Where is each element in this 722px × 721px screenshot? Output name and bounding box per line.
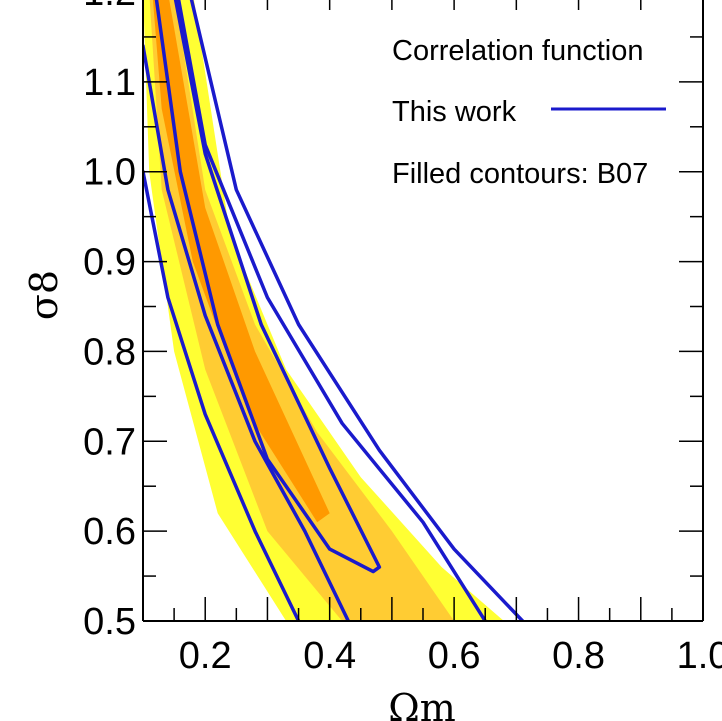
y-tick-label: 1.1 [83, 62, 136, 104]
x-tick-label: 1.0 [677, 635, 722, 677]
y-axis-label: σ8 [22, 270, 66, 320]
legend-title: Correlation function [392, 35, 643, 67]
y-tick-label: 0.6 [83, 511, 136, 553]
y-tick-label: 1.2 [83, 0, 136, 14]
legend: Correlation function This work Filled co… [392, 35, 666, 190]
filled-contour-outer [143, 0, 504, 621]
filled-contour-inner [152, 0, 330, 523]
x-tick-label: 0.4 [303, 635, 356, 677]
legend-note-b07: Filled contours: B07 [392, 158, 648, 190]
legend-entry-this-work: This work [392, 96, 517, 128]
b07-filled-contours [143, 0, 504, 621]
axis-ticks: 0.2 0.4 0.6 0.8 1.0 0.5 0.6 0.7 0.8 0.9 1.0 1.1 1.2 [83, 0, 722, 677]
contour-line-3-sigma-left [143, 169, 301, 621]
contour-line-2-sigma-left [143, 44, 351, 621]
y-tick-label: 0.8 [83, 331, 136, 373]
x-tick-label: 0.2 [179, 635, 232, 677]
y-tick-label: 1.0 [83, 152, 136, 194]
x-axis-label: Ωm [388, 686, 456, 721]
y-tick-label: 0.5 [83, 601, 136, 643]
contour-line-3-sigma-right [189, 0, 525, 621]
x-tick-label: 0.8 [552, 635, 605, 677]
contour-line-1-sigma [154, 0, 382, 574]
contour-line-2-sigma-right [176, 0, 487, 621]
y-tick-label: 0.7 [83, 421, 136, 463]
x-tick-label: 0.6 [428, 635, 481, 677]
y-tick-label: 0.9 [83, 242, 136, 284]
this-work-contour-lines [143, 0, 525, 621]
